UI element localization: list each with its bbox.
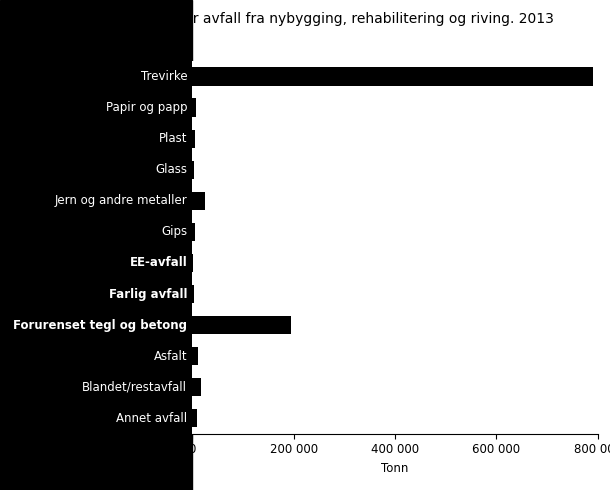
Text: Asfalt: Asfalt: [154, 349, 187, 363]
Text: Gips: Gips: [161, 225, 187, 239]
Text: Figur 2. Genererte mengder avfall fra nybygging, rehabilitering og riving. 2013: Figur 2. Genererte mengder avfall fra ny…: [5, 12, 554, 26]
Text: EE-avfall: EE-avfall: [129, 256, 187, 270]
X-axis label: Tonn: Tonn: [381, 462, 409, 475]
Bar: [192, 161, 194, 179]
Text: Plast: Plast: [159, 132, 187, 146]
Bar: [192, 378, 201, 396]
Bar: [192, 316, 291, 334]
Text: Kilde: Statistisk sentralbyrå.: Kilde: Statistisk sentralbyrå.: [5, 469, 162, 481]
Bar: [192, 222, 195, 241]
Text: Trevirke: Trevirke: [141, 70, 187, 83]
Text: Forurenset tegl og betong: Forurenset tegl og betong: [13, 318, 187, 332]
Bar: [192, 409, 196, 427]
Text: Glass: Glass: [156, 163, 187, 176]
Bar: [192, 129, 195, 148]
Bar: [192, 347, 198, 366]
Text: Papir og papp: Papir og papp: [106, 101, 187, 114]
Text: Annet avfall: Annet avfall: [116, 412, 187, 425]
Text: Blandet/restavfall: Blandet/restavfall: [82, 381, 187, 393]
Bar: [192, 285, 193, 303]
Bar: [192, 192, 205, 210]
Bar: [192, 98, 196, 117]
Bar: [192, 68, 593, 86]
Text: Farlig avfall: Farlig avfall: [109, 288, 187, 300]
Text: Jern og andre metaller: Jern og andre metaller: [54, 195, 187, 207]
